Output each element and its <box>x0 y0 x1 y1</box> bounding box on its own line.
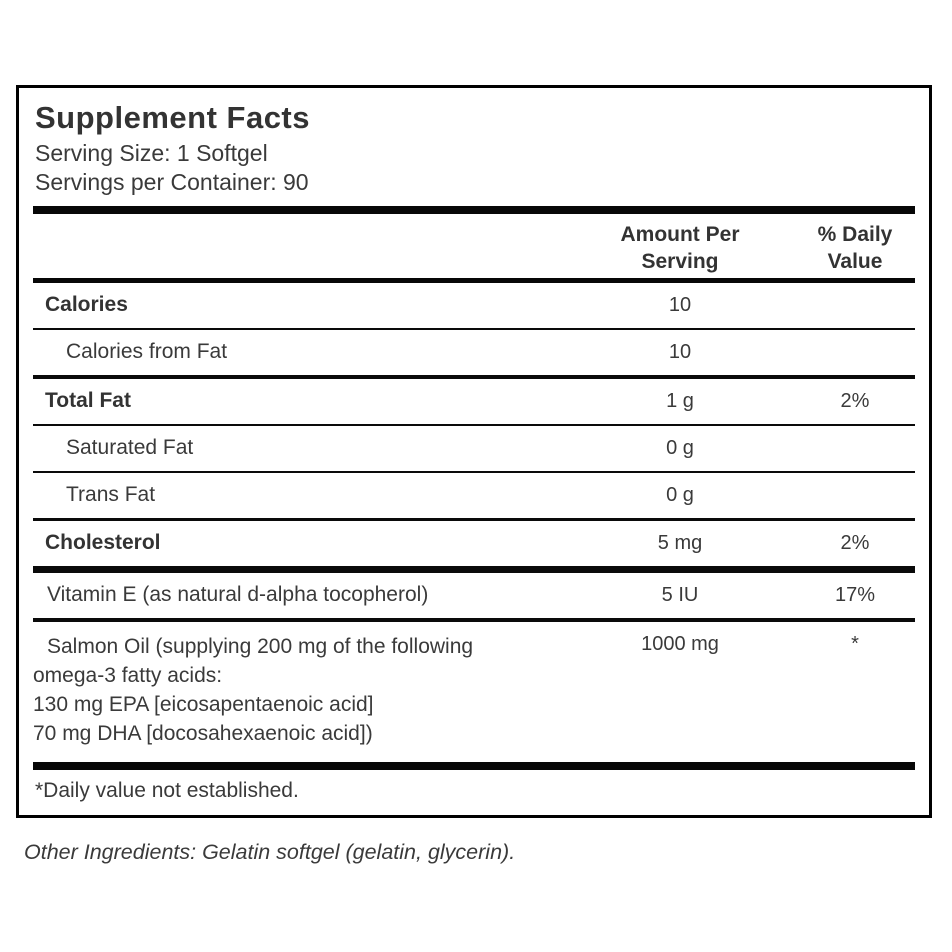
column-header-amount: Amount Per Serving <box>620 223 740 273</box>
serving-size: Serving Size: 1 Softgel <box>35 140 268 166</box>
table-row-salmon-oil: Salmon Oil (supplying 200 mg of the foll… <box>33 618 915 762</box>
nutrient-daily-value: 2% <box>840 532 870 554</box>
nutrient-daily-value: 2% <box>840 390 870 412</box>
nutrient-name: Total Fat <box>45 389 131 412</box>
nutrient-daily-value: * <box>851 633 859 655</box>
other-ingredients-note: Other Ingredients: Gelatin softgel (gela… <box>24 840 516 864</box>
nutrient-daily-value: 17% <box>834 584 876 606</box>
title-area: Supplement Facts Serving Size: 1 Softgel… <box>33 100 915 206</box>
nutrient-amount: 10 <box>668 341 692 363</box>
divider-thick <box>33 762 915 770</box>
daily-value-footnote: *Daily value not established. <box>35 779 299 802</box>
table-row-saturated-fat: Saturated Fat 0 g <box>33 424 915 471</box>
servings-per-container: Servings per Container: 90 <box>35 169 309 195</box>
table-row-cholesterol: Cholesterol 5 mg 2% <box>33 518 915 566</box>
nutrient-name: Trans Fat <box>66 483 156 506</box>
table-row-total-fat: Total Fat 1 g 2% <box>33 375 915 424</box>
nutrient-amount: 0 g <box>666 437 694 459</box>
column-header-daily-value: % Daily Value <box>817 223 893 273</box>
table-row-vitamin-e: Vitamin E (as natural d-alpha tocopherol… <box>33 566 915 618</box>
nutrient-amount: 10 <box>668 294 692 316</box>
nutrient-amount: 1000 mg <box>641 633 719 655</box>
supplement-facts-panel: Supplement Facts Serving Size: 1 Softgel… <box>16 85 932 818</box>
nutrient-amount: 5 mg <box>657 532 703 554</box>
nutrient-name: Salmon Oil (supplying 200 mg of the foll… <box>33 635 474 745</box>
nutrient-name: Calories <box>45 293 128 316</box>
column-header-row: Amount Per Serving % Daily Value <box>33 214 915 278</box>
nutrient-amount: 1 g <box>666 390 694 412</box>
nutrient-name: Vitamin E (as natural d-alpha tocopherol… <box>47 583 429 606</box>
panel-title: Supplement Facts <box>35 100 310 135</box>
nutrient-amount: 5 IU <box>661 584 699 606</box>
divider-medium <box>33 278 915 283</box>
table-row-trans-fat: Trans Fat 0 g <box>33 471 915 518</box>
table-row-calories-from-fat: Calories from Fat 10 <box>33 328 915 375</box>
divider-thick <box>33 206 915 214</box>
nutrient-amount: 0 g <box>666 484 694 506</box>
nutrient-name: Saturated Fat <box>66 436 194 459</box>
nutrient-name: Cholesterol <box>45 531 161 554</box>
nutrient-name: Calories from Fat <box>66 340 228 363</box>
table-row-calories: Calories 10 <box>33 283 915 328</box>
